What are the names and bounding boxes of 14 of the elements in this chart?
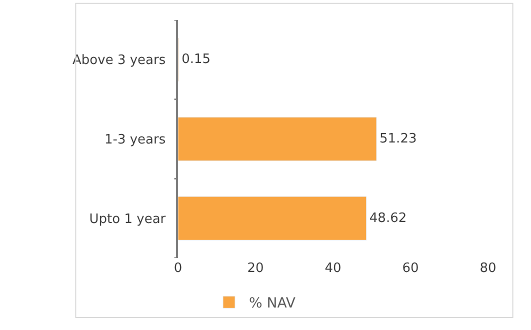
x-tick-label: 20 — [247, 261, 264, 276]
data-label: 48.62 — [369, 210, 407, 226]
bar — [178, 196, 367, 240]
data-label: 0.15 — [182, 52, 211, 68]
y-tick-label: Upto 1 year — [89, 212, 166, 227]
y-tick-label: 1-3 years — [104, 132, 166, 148]
legend-label: % NAV — [249, 296, 296, 312]
x-tick-label: 40 — [324, 261, 342, 276]
x-tick-label: 0 — [174, 261, 182, 276]
data-label: 51.23 — [380, 132, 417, 146]
y-tick-label: Above 3 years — [72, 53, 166, 68]
x-tick-label: 60 — [402, 261, 419, 276]
x-tick-label: 80 — [480, 261, 496, 276]
bar — [178, 116, 377, 162]
